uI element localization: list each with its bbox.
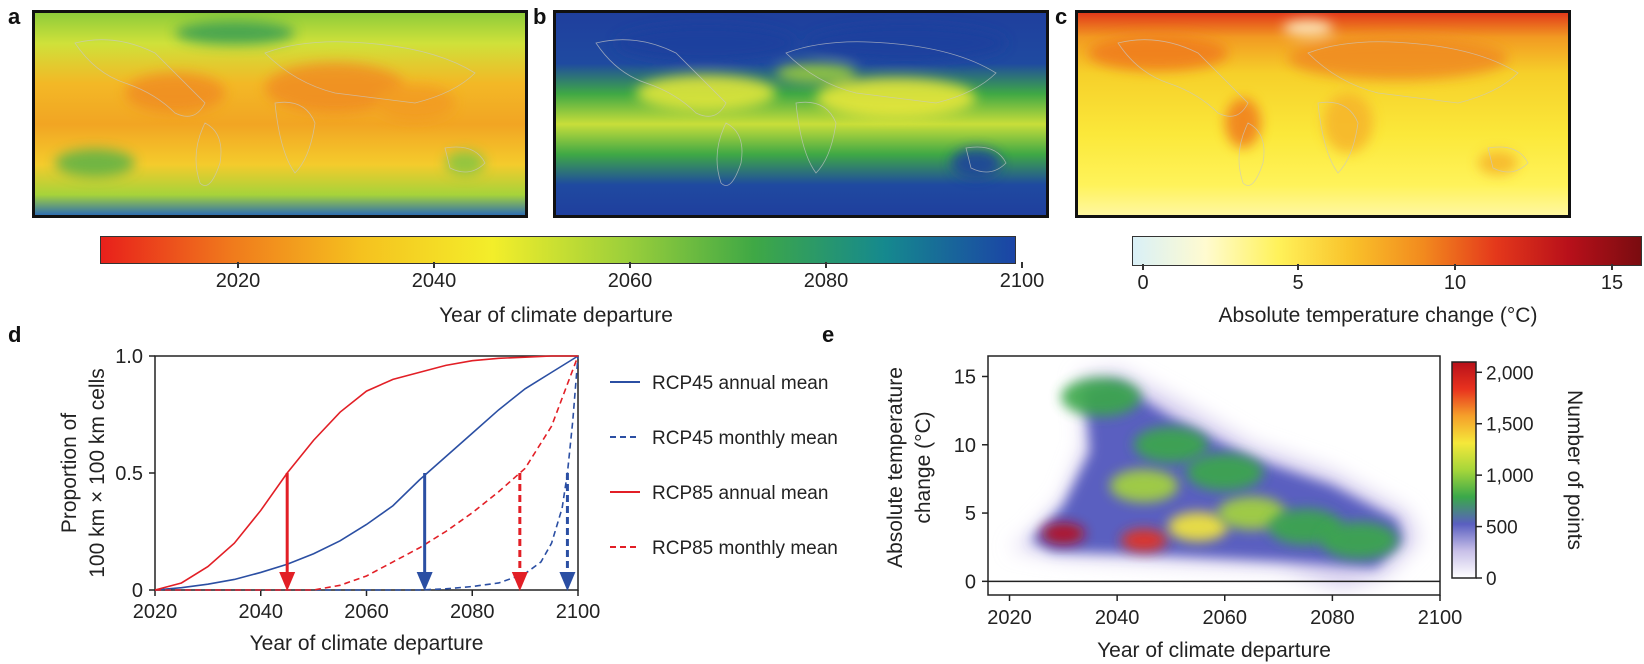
temperature-colorbar-tick-mark [1297, 264, 1299, 270]
panel-e-ytick-label: 15 [954, 366, 976, 388]
panel-d-series-line [155, 355, 579, 591]
panel-e-density-blob [1217, 496, 1286, 530]
map-b [553, 10, 1049, 218]
panel-e-frame [987, 355, 1441, 596]
panel-d-xtick-label: 2040 [239, 601, 284, 623]
panel-d-ytick-label: 0.5 [115, 463, 143, 485]
year-colorbar-tick-label: 2060 [607, 270, 653, 292]
panel-d-legend-label: RCP85 annual mean [652, 483, 828, 504]
panel-e-density-blob [1186, 453, 1264, 491]
panel-d-series-line [154, 355, 579, 591]
year-colorbar-tick-mark [825, 262, 827, 268]
panel-e-xtick-label: 2060 [1203, 607, 1248, 629]
year-colorbar-tick-label: 2020 [215, 270, 261, 292]
temperature-colorbar-tick-mark [1454, 264, 1456, 270]
panel-e-colorbar [1451, 361, 1477, 579]
panel-e-ylabel-line: Absolute temperature [884, 367, 907, 568]
panel-e-density-blob [1133, 426, 1209, 463]
panel-e-colorbar-tick-label: 1,500 [1486, 415, 1534, 436]
panel-e-ytick-label: 0 [965, 571, 976, 593]
panel-d-ytick-label: 0 [132, 580, 143, 602]
panel-e-density-blob [1167, 512, 1228, 542]
year-colorbar-tick-mark [1021, 262, 1023, 268]
year-colorbar-tick-label: 2080 [803, 270, 849, 292]
panel-d-legend-label: RCP45 annual mean [652, 373, 828, 394]
panel-label-c: c [1055, 4, 1068, 29]
map-c [1075, 10, 1571, 218]
temperature-colorbar-tick-label: 15 [1600, 272, 1624, 294]
panel-d-arrow-head [279, 572, 296, 591]
panel-d-arrow-head [511, 572, 528, 591]
panel-d-xtick-label: 2100 [556, 601, 601, 623]
panel-d-arrow-head [559, 572, 576, 591]
panel-e-xtick-label: 2020 [987, 607, 1032, 629]
map-a [32, 10, 528, 218]
temperature-colorbar-label: Absolute temperature change (°C) [1218, 304, 1538, 327]
panel-d-series-line [155, 355, 579, 591]
panel-e-colorbar-tick-label: 2,000 [1486, 363, 1534, 384]
year-colorbar-tick-mark [433, 262, 435, 268]
panel-e-ylabel: Absolute temperature change (°C) [884, 367, 935, 568]
panel-e-xtick-label: 2080 [1310, 607, 1355, 629]
panel-e-xtick-label: 2040 [1095, 607, 1140, 629]
year-colorbar-label: Year of climate departure [439, 304, 673, 327]
year-colorbar-tick-mark [237, 262, 239, 268]
panel-d-xtick-label: 2020 [133, 601, 178, 623]
panel-e-density-blob [1121, 529, 1167, 552]
panel-e-colorbar-tick-label: 1,000 [1486, 466, 1534, 487]
panel-d-ylabel: Proportion of 100 km × 100 km cells [58, 368, 109, 578]
year-colorbar-tick-mark [629, 262, 631, 268]
panel-d-ytick-label: 1.0 [115, 346, 143, 368]
panel-e-ylabel-line: change (°C) [912, 411, 935, 523]
temperature-colorbar [1132, 236, 1642, 266]
panel-e-ytick-label: 5 [965, 503, 976, 525]
panel-e-xtick-label: 2100 [1418, 607, 1463, 629]
panel-d-xtick-label: 2060 [344, 601, 389, 623]
panel-e-ytick-label: 10 [954, 435, 976, 457]
panel-d-legend-label: RCP45 monthly mean [652, 428, 838, 449]
panel-e-density [1009, 369, 1419, 589]
panel-label-b: b [533, 4, 547, 29]
panel-e-colorbar-tick-label: 500 [1486, 518, 1518, 539]
year-colorbar-tick-label: 2100 [999, 270, 1045, 292]
temperature-colorbar-tick-label: 10 [1443, 272, 1467, 294]
panel-d-xtick-label: 2080 [450, 601, 495, 623]
panel-label-d: d [8, 322, 22, 347]
panel-d-ylabel-line: 100 km × 100 km cells [86, 368, 109, 578]
temperature-colorbar-tick-label: 0 [1137, 272, 1149, 294]
panel-d-series-line [154, 355, 578, 591]
panel-e-density-blob [1320, 521, 1398, 560]
panel-e-density-blob [1109, 469, 1179, 503]
year-colorbar [100, 236, 1016, 264]
temperature-colorbar-tick-mark [1611, 264, 1613, 270]
panel-e-colorbar-tick-label: 0 [1486, 569, 1497, 590]
panel-e-xlabel: Year of climate departure [1097, 639, 1331, 662]
panel-e-colorbar-label: Number of points [1563, 390, 1586, 550]
temperature-colorbar-tick-mark [1142, 264, 1144, 270]
temperature-colorbar-tick-label: 5 [1292, 272, 1304, 294]
panel-e-density-blob [1061, 377, 1141, 417]
panel-d-legend-label: RCP85 monthly mean [652, 538, 838, 559]
panel-d-arrow-head [416, 572, 433, 591]
panel-d-ylabel-line: Proportion of [58, 413, 81, 533]
year-colorbar-tick-label: 2040 [411, 270, 457, 292]
panel-e-density-blob [1041, 522, 1085, 545]
panel-label-e: e [822, 322, 835, 347]
panel-label-a: a [8, 4, 21, 29]
panel-d-xlabel: Year of climate departure [250, 632, 484, 655]
